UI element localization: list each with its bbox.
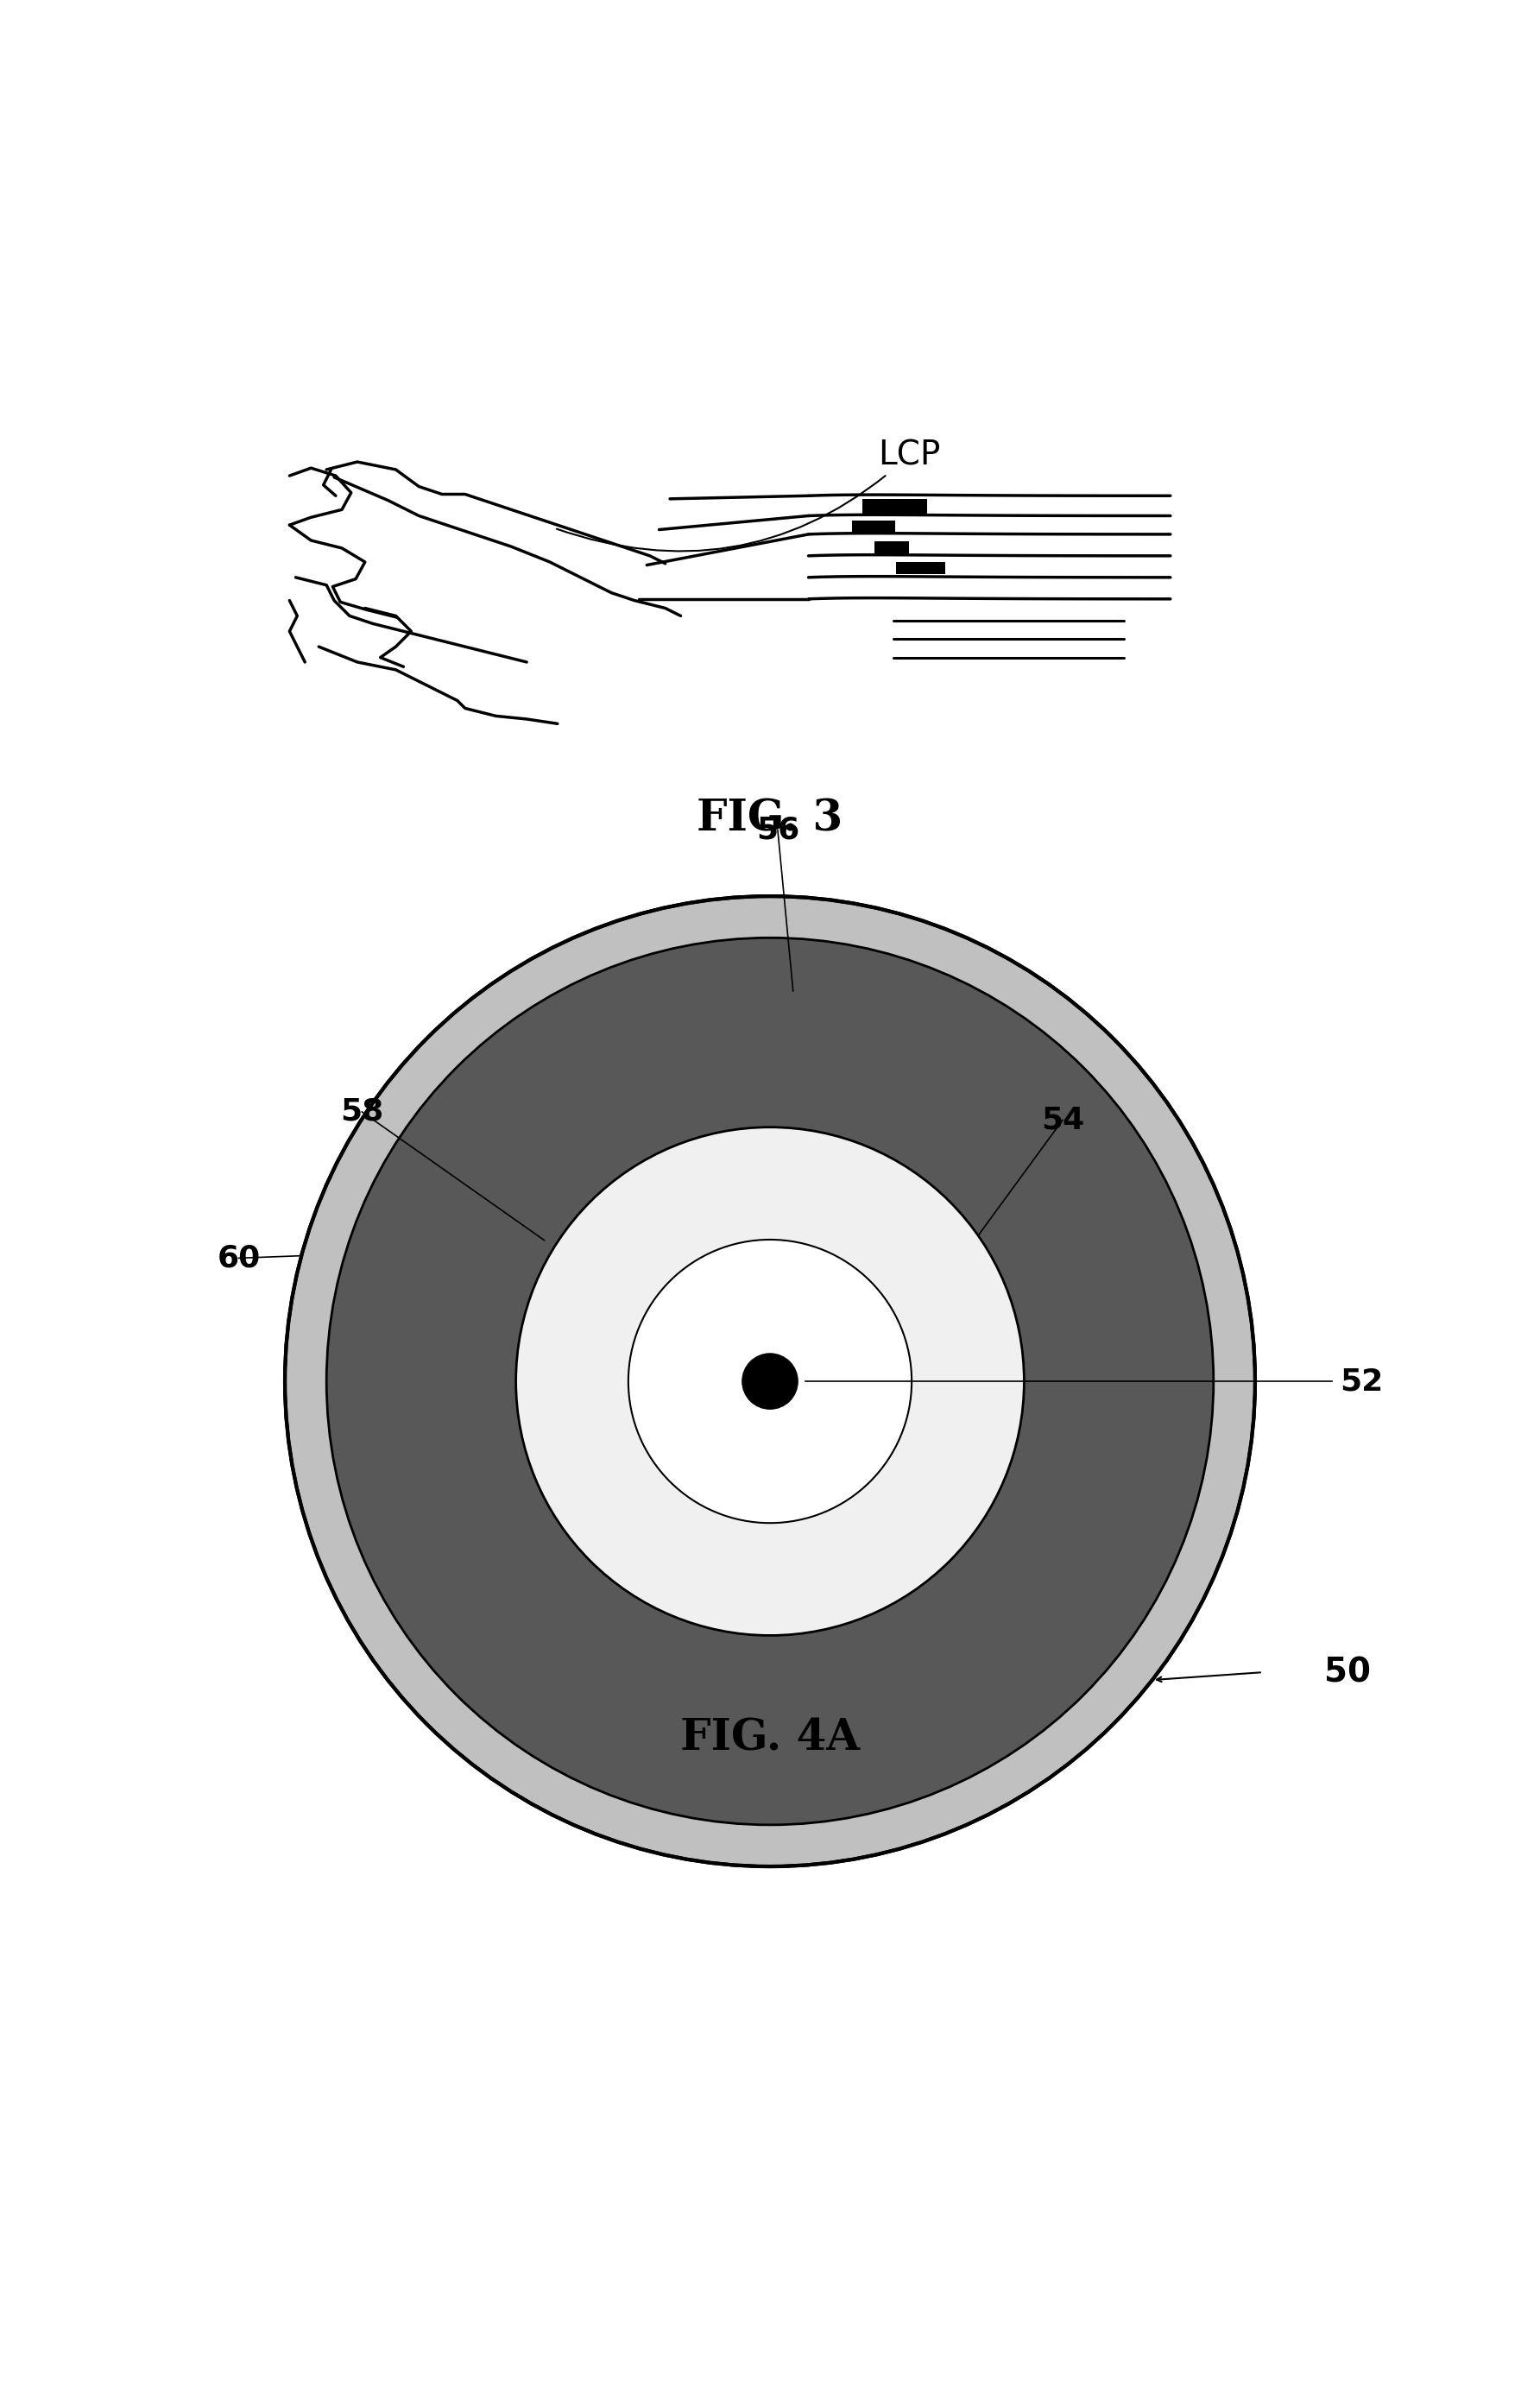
- Text: 56: 56: [756, 816, 799, 845]
- Text: 50: 50: [1324, 1656, 1371, 1689]
- Circle shape: [716, 1328, 824, 1436]
- Circle shape: [326, 938, 1214, 1826]
- Circle shape: [285, 897, 1255, 1867]
- Text: 52: 52: [1340, 1366, 1383, 1395]
- Circle shape: [628, 1240, 912, 1522]
- Text: 60: 60: [217, 1244, 260, 1273]
- Circle shape: [742, 1354, 798, 1409]
- Circle shape: [516, 1127, 1024, 1634]
- Text: FIG. 3: FIG. 3: [698, 797, 842, 840]
- FancyBboxPatch shape: [852, 519, 895, 534]
- FancyBboxPatch shape: [862, 498, 927, 514]
- FancyBboxPatch shape: [875, 541, 909, 555]
- Text: 58: 58: [340, 1096, 383, 1127]
- Text: LCP: LCP: [556, 438, 941, 550]
- Text: 54: 54: [1041, 1106, 1084, 1134]
- Text: FIG. 4A: FIG. 4A: [681, 1718, 859, 1759]
- FancyBboxPatch shape: [896, 562, 946, 574]
